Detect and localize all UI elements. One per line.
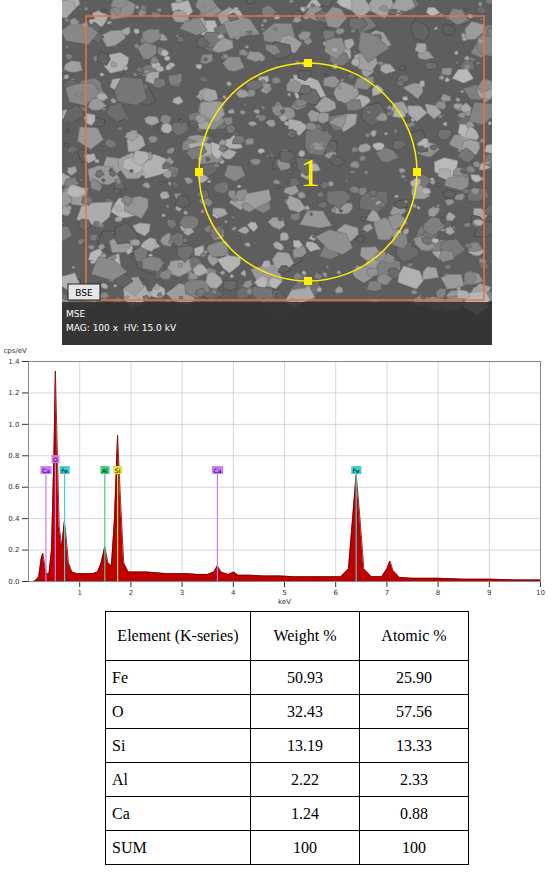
svg-text:MSE: MSE bbox=[66, 309, 85, 319]
html-text:O: O bbox=[112, 702, 124, 720]
svg-text:1.2: 1.2 bbox=[8, 389, 19, 397]
svg-text:8: 8 bbox=[436, 589, 440, 597]
html-text:SUM: SUM bbox=[112, 838, 147, 856]
html-text:Weight %: Weight % bbox=[273, 627, 337, 644]
html-text:32.43: 32.43 bbox=[287, 702, 323, 720]
svg-text:9: 9 bbox=[487, 589, 491, 597]
svg-text:1.0: 1.0 bbox=[8, 421, 19, 429]
svg-text:4: 4 bbox=[231, 589, 236, 597]
svg-text:BSE: BSE bbox=[75, 288, 93, 298]
svg-text:0.6: 0.6 bbox=[8, 483, 20, 491]
html-text:13.33: 13.33 bbox=[396, 736, 432, 754]
svg-text:0.0: 0.0 bbox=[8, 578, 19, 586]
svg-text:O: O bbox=[53, 456, 58, 463]
svg-text:5: 5 bbox=[282, 589, 286, 597]
html-text:100: 100 bbox=[293, 838, 317, 856]
svg-text:keV: keV bbox=[278, 598, 291, 606]
html-text:Ca: Ca bbox=[112, 804, 130, 822]
svg-text:Ca: Ca bbox=[42, 467, 50, 474]
svg-text:0.8: 0.8 bbox=[8, 452, 19, 460]
svg-text:7: 7 bbox=[385, 589, 389, 597]
html-text:100: 100 bbox=[402, 838, 426, 856]
html-text:50.93: 50.93 bbox=[287, 668, 323, 686]
html-text:2.22: 2.22 bbox=[291, 770, 319, 788]
html-text:Si: Si bbox=[112, 736, 126, 754]
svg-text:6: 6 bbox=[333, 589, 338, 597]
html-text:Element (K-series): Element (K-series) bbox=[117, 627, 239, 644]
html-text:25.90: 25.90 bbox=[396, 668, 432, 686]
svg-text:0.4: 0.4 bbox=[8, 515, 20, 523]
svg-text:1: 1 bbox=[300, 150, 320, 195]
svg-text:3: 3 bbox=[180, 589, 184, 597]
svg-text:10: 10 bbox=[536, 589, 545, 597]
svg-text:Fe: Fe bbox=[353, 467, 360, 474]
html-text:0.88: 0.88 bbox=[400, 804, 428, 822]
svg-text:cps/eV: cps/eV bbox=[4, 347, 28, 355]
html-text:13.19: 13.19 bbox=[287, 736, 323, 754]
svg-text:0.2: 0.2 bbox=[8, 546, 19, 554]
html-text:57.56: 57.56 bbox=[396, 702, 432, 720]
svg-text:1.4: 1.4 bbox=[8, 358, 20, 366]
html-text:2.33: 2.33 bbox=[400, 770, 428, 788]
html-text:Al: Al bbox=[112, 770, 128, 788]
svg-text:Si: Si bbox=[115, 467, 121, 474]
svg-text:Al: Al bbox=[102, 467, 108, 474]
html-text:1.24: 1.24 bbox=[291, 804, 319, 822]
svg-text:MAG: 100 x HV: 15.0 kV: MAG: 100 x HV: 15.0 kV bbox=[66, 323, 177, 333]
svg-text:1: 1 bbox=[77, 589, 81, 597]
svg-text:2: 2 bbox=[129, 589, 133, 597]
html-text:Fe: Fe bbox=[112, 668, 128, 686]
html-text:Atomic %: Atomic % bbox=[381, 627, 447, 644]
svg-text:Ca: Ca bbox=[213, 467, 221, 474]
svg-text:Fe: Fe bbox=[61, 467, 68, 474]
